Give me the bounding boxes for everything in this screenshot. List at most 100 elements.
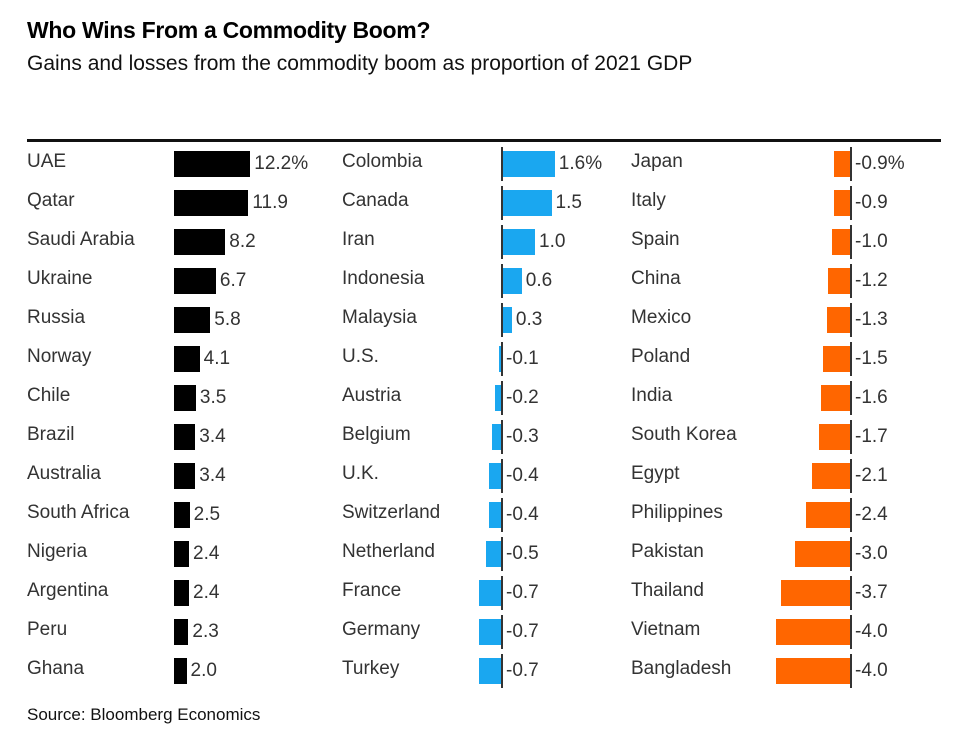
category-label: Brazil (27, 424, 75, 445)
zero-axis-tick (850, 303, 852, 337)
data-label: -1.3 (855, 309, 888, 330)
data-label: -0.2 (506, 387, 539, 408)
data-label: 12.2% (254, 153, 309, 174)
zero-axis-tick (501, 264, 503, 298)
bar (822, 346, 851, 372)
data-label: 4.1 (203, 348, 231, 369)
data-label: -2.1 (855, 465, 888, 486)
bar (828, 268, 851, 294)
data-label: -1.6 (855, 387, 888, 408)
zero-axis-tick (501, 537, 503, 571)
data-label: -0.5 (506, 543, 539, 564)
bar (781, 580, 851, 606)
category-label: Norway (27, 346, 92, 367)
category-label: Qatar (27, 190, 75, 211)
bar (174, 385, 196, 411)
zero-axis-tick (501, 615, 503, 649)
bar (819, 424, 851, 450)
bar (495, 385, 502, 411)
category-label: Japan (631, 151, 683, 172)
bar (834, 190, 851, 216)
data-label: -3.7 (855, 582, 888, 603)
bar-row: South Korea -1.7 (631, 416, 941, 455)
bar (478, 619, 502, 645)
bar-row: Egypt -2.1 (631, 455, 941, 494)
chart-title: Who Wins From a Commodity Boom? (27, 17, 431, 43)
data-label: -0.9% (855, 153, 905, 174)
data-label: -0.4 (506, 504, 539, 525)
zero-axis-tick (501, 381, 503, 415)
bar (811, 463, 851, 489)
panel-mixed: Colombia 1.6% Canada 1.5 Iran 1.0 Indonesia 0.6… (342, 143, 622, 693)
category-label: Switzerland (342, 502, 441, 523)
bar (174, 424, 196, 450)
data-label: -0.9 (855, 192, 888, 213)
zero-axis-tick (501, 420, 503, 454)
data-label: 1.5 (555, 192, 582, 213)
data-label: 2.4 (193, 582, 220, 603)
category-label: Malaysia (342, 307, 417, 328)
bar-row: Bangladesh -4.0 (631, 650, 941, 689)
bar-row: Indonesia 0.6 (342, 260, 622, 299)
bar (502, 268, 522, 294)
bar (775, 658, 851, 684)
bar (174, 541, 189, 567)
category-label: Indonesia (342, 268, 425, 289)
category-label: Argentina (27, 580, 109, 601)
category-label: Poland (631, 346, 691, 367)
category-label: UAE (27, 151, 67, 172)
bar (174, 190, 249, 216)
zero-axis-tick (501, 186, 503, 220)
bar (174, 658, 187, 684)
category-label: U.K. (342, 463, 379, 484)
zero-axis-tick (850, 186, 852, 220)
data-label: 3.5 (199, 387, 227, 408)
category-label: India (631, 385, 673, 406)
chart-subtitle: Gains and losses from the commodity boom… (27, 52, 693, 75)
category-label: Austria (342, 385, 402, 406)
data-label: -0.7 (506, 660, 539, 681)
zero-axis-tick (850, 615, 852, 649)
bar (820, 385, 851, 411)
bar (174, 580, 189, 606)
bar-row: Ukraine 6.7 (27, 260, 327, 299)
zero-axis-tick (850, 576, 852, 610)
bar-row: Poland -1.5 (631, 338, 941, 377)
bar (502, 307, 512, 333)
category-label: Peru (27, 619, 68, 640)
bar-row: Spain -1.0 (631, 221, 941, 260)
bar (502, 229, 535, 255)
bar (826, 307, 851, 333)
category-label: Netherland (342, 541, 435, 562)
category-label: Iran (342, 229, 375, 250)
data-label: 3.4 (199, 465, 226, 486)
data-label: -3.0 (855, 543, 888, 564)
bar (174, 151, 251, 177)
bar (502, 190, 552, 216)
zero-axis-tick (850, 459, 852, 493)
category-label: France (342, 580, 402, 601)
bar (174, 619, 189, 645)
data-label: -0.7 (506, 621, 539, 642)
bar-row: Belgium -0.3 (342, 416, 622, 455)
category-label: Egypt (631, 463, 680, 484)
category-label: Pakistan (631, 541, 704, 562)
data-label: -4.0 (855, 660, 888, 681)
data-label: 3.4 (199, 426, 226, 447)
bar (174, 346, 200, 372)
data-label: 5.8 (214, 309, 241, 330)
category-label: Mexico (631, 307, 692, 328)
category-label: Thailand (631, 580, 704, 601)
bar-row: France -0.7 (342, 572, 622, 611)
data-label: -2.4 (855, 504, 888, 525)
bar (174, 268, 216, 294)
data-label: -0.3 (506, 426, 539, 447)
bar (502, 151, 555, 177)
header-rule (27, 139, 941, 142)
category-label: Saudi Arabia (27, 229, 135, 250)
zero-axis-tick (501, 147, 503, 181)
bar-row: Colombia 1.6% (342, 143, 622, 182)
category-label: Ghana (27, 658, 85, 679)
data-label: 1.6% (558, 153, 603, 174)
bar (488, 463, 502, 489)
